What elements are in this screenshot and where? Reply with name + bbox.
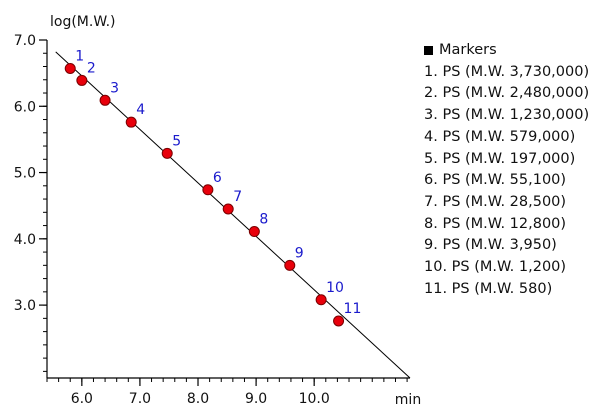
x-tick-label: 10.0 [299, 391, 330, 407]
data-point-label: 5 [172, 133, 181, 149]
data-point [202, 184, 214, 196]
data-points [64, 62, 345, 327]
data-point-label: 8 [259, 212, 268, 228]
data-point [125, 116, 137, 128]
legend-title-row: Markers [424, 40, 589, 62]
data-point-label: 3 [110, 80, 119, 96]
data-point-label: 9 [295, 245, 304, 261]
data-point [315, 294, 327, 306]
legend-marker-square [424, 46, 433, 56]
x-tick-label: 9.0 [245, 391, 267, 407]
legend-item: 11. PS (M.W. 580) [424, 280, 553, 297]
fit-line-group [55, 51, 411, 379]
legend-item: 6. PS (M.W. 55,100) [424, 172, 567, 189]
legend-item: 2. PS (M.W. 2,480,000) [424, 85, 590, 102]
data-point-label: 2 [87, 60, 96, 76]
data-point [99, 94, 111, 106]
legend-items: 1. PS (M.W. 3,730,000) 2. PS (M.W. 2,480,… [424, 62, 589, 301]
y-tick-label: 7.0 [14, 33, 36, 49]
legend-item: 5. PS (M.W. 197,000) [424, 150, 576, 167]
x-tick-label: 6.0 [71, 391, 93, 407]
legend-item: 1. PS (M.W. 3,730,000) [424, 63, 590, 80]
data-point [284, 259, 296, 271]
fit-line [55, 51, 411, 379]
x-tick-label: 8.0 [187, 391, 209, 407]
data-point-label: 1 [75, 48, 84, 64]
data-point-label: 11 [344, 301, 362, 317]
data-point [333, 315, 345, 327]
legend-item: 3. PS (M.W. 1,230,000) [424, 107, 590, 124]
legend-item: 9. PS (M.W. 3,950) [424, 237, 557, 254]
legend-item: 10. PS (M.W. 1,200) [424, 259, 567, 276]
data-point [64, 62, 76, 74]
data-point [222, 203, 234, 215]
data-point-label: 4 [136, 102, 145, 118]
x-tick-label: 7.0 [129, 391, 151, 407]
x-axis-label: min [395, 392, 421, 408]
y-tick-label: 6.0 [14, 99, 36, 115]
data-point [248, 226, 260, 238]
data-point-label: 6 [213, 170, 222, 186]
legend-item: 4. PS (M.W. 579,000) [424, 128, 576, 145]
y-tick-label: 3.0 [14, 298, 36, 314]
y-axis-label: log(M.W.) [50, 14, 115, 30]
legend-item: 7. PS (M.W. 28,500) [424, 193, 567, 210]
legend-item: 8. PS (M.W. 12,800) [424, 215, 567, 232]
y-tick-label: 5.0 [14, 166, 36, 182]
tick-labels: 6.0 7.0 8.0 9.0 10.0 3.0 4.0 5.0 6.0 7.0 [14, 33, 330, 407]
legend: Markers 1. PS (M.W. 3,730,000) 2. PS (M.W… [424, 40, 589, 300]
y-tick-label: 4.0 [14, 232, 36, 248]
legend-title: Markers [439, 42, 497, 58]
data-point [161, 147, 173, 159]
data-point [76, 74, 88, 86]
data-point-label: 7 [233, 189, 242, 205]
data-point-label: 10 [326, 280, 344, 296]
ticks [39, 39, 408, 386]
